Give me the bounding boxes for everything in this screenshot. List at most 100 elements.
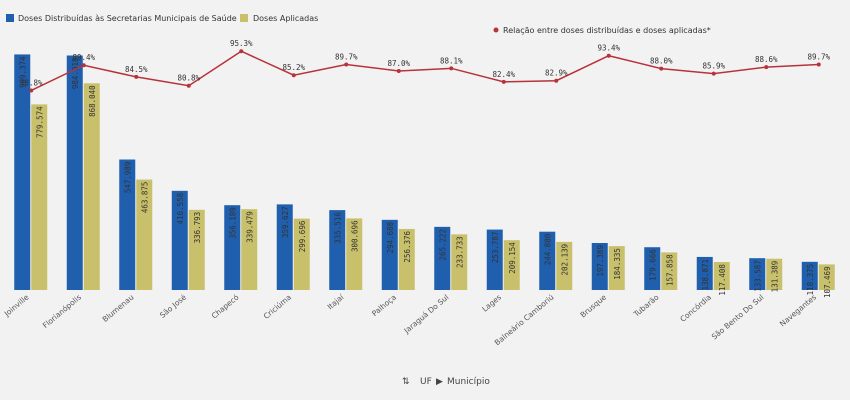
ratio-point <box>606 53 611 58</box>
bar <box>119 159 136 290</box>
value-label: 253.787 <box>491 232 500 264</box>
bar <box>293 218 310 290</box>
value-label: 359.627 <box>281 206 290 238</box>
value-label: 202.139 <box>561 244 570 276</box>
bar <box>398 228 415 290</box>
bar <box>591 243 608 290</box>
value-label: 989.374 <box>19 56 28 88</box>
legend-swatch <box>6 14 14 22</box>
bar <box>696 256 713 290</box>
ratio-point <box>29 88 34 93</box>
value-label: 117.408 <box>718 264 727 296</box>
value-label: 133.587 <box>754 260 763 292</box>
ratio-point <box>764 65 769 70</box>
value-label: 197.389 <box>596 245 605 277</box>
ratio-line <box>30 50 819 92</box>
value-label: 336.793 <box>193 212 202 244</box>
ratio-point <box>81 63 86 68</box>
value-label: 87.0% <box>387 59 410 68</box>
legend-swatch <box>493 27 499 33</box>
value-label: 416.558 <box>176 192 185 224</box>
bar <box>381 219 398 290</box>
drill-icon[interactable]: ⇅ <box>402 377 410 387</box>
legend-swatch <box>240 14 248 22</box>
ratio-point <box>396 68 401 73</box>
value-label: 89.7% <box>807 53 830 62</box>
bar <box>661 252 678 290</box>
bar <box>66 55 83 291</box>
ratio-point <box>239 49 244 54</box>
value-label: 88.1% <box>440 56 463 65</box>
ratio-point <box>501 79 506 84</box>
value-label: 868.040 <box>88 85 97 117</box>
value-label: 256.376 <box>403 230 412 262</box>
value-label: 78.8% <box>20 78 43 87</box>
value-label: 95.3% <box>230 39 253 48</box>
bar <box>503 240 520 290</box>
value-label: 300.696 <box>351 220 360 252</box>
bar <box>136 179 153 290</box>
value-label: 244.880 <box>544 233 553 265</box>
value-label: 118.375 <box>806 264 815 296</box>
value-label: 131.389 <box>771 261 780 293</box>
bar <box>713 262 730 290</box>
value-label: 184.335 <box>613 248 622 280</box>
bar <box>434 226 451 290</box>
legend-label[interactable]: Doses Distribuídas às Secretarias Munici… <box>18 14 237 23</box>
bar <box>276 204 293 290</box>
ratio-point <box>816 62 821 67</box>
ratio-point <box>554 78 559 83</box>
ratio-point <box>659 66 664 71</box>
value-label: 233.733 <box>456 236 465 268</box>
bar <box>171 190 188 290</box>
bar <box>486 229 503 290</box>
footer-level[interactable]: UF <box>420 377 432 387</box>
value-label: 85.2% <box>282 63 305 72</box>
bar <box>83 83 100 290</box>
bar <box>818 264 835 290</box>
bar <box>644 247 661 290</box>
value-label: 84.5% <box>125 65 148 74</box>
footer-arrow: ▶ <box>436 377 443 387</box>
ratio-point <box>344 62 349 67</box>
bar <box>346 218 363 290</box>
value-label: 157.858 <box>666 254 675 286</box>
value-label: 107.469 <box>823 266 832 298</box>
bar <box>241 209 258 290</box>
value-label: 88.6% <box>755 55 778 64</box>
bar <box>766 258 783 290</box>
value-label: 463.875 <box>141 182 150 214</box>
value-label: 89.7% <box>335 53 358 62</box>
ratio-point <box>711 71 716 76</box>
bar <box>801 261 818 290</box>
ratio-point <box>449 66 454 71</box>
legend-label[interactable]: Doses Aplicadas <box>253 14 318 23</box>
value-label: 82.4% <box>492 70 515 79</box>
bar <box>31 104 48 290</box>
bar <box>224 205 241 290</box>
ratio-point <box>291 73 296 78</box>
bar <box>749 258 766 290</box>
bar <box>539 231 556 290</box>
value-label: 80.8% <box>177 74 200 83</box>
bar <box>188 209 205 290</box>
value-label: 356.189 <box>229 207 238 239</box>
bar <box>556 241 573 290</box>
bar <box>608 246 625 290</box>
value-label: 335.516 <box>334 212 343 244</box>
value-label: 85.9% <box>702 62 725 71</box>
bar <box>451 234 468 290</box>
value-label: 89.4% <box>72 53 95 62</box>
ratio-point <box>134 74 139 79</box>
legend-label[interactable]: Relação entre doses distribuídas e doses… <box>503 26 711 35</box>
value-label: 265.222 <box>439 229 448 261</box>
value-label: 984.918 <box>71 57 80 89</box>
footer-level[interactable]: Município <box>447 377 490 387</box>
value-label: 339.479 <box>246 211 255 243</box>
value-label: 82.9% <box>545 69 568 78</box>
bar <box>329 210 346 290</box>
value-label: 138.871 <box>701 259 710 291</box>
value-label: 294.688 <box>386 221 395 253</box>
value-label: 547.989 <box>124 162 133 194</box>
